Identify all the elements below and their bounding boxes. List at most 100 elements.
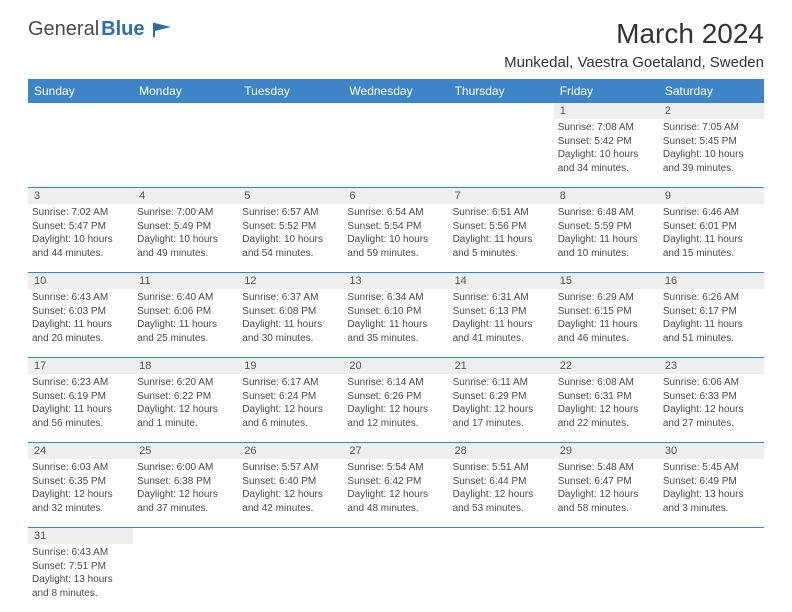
cells-row: Sunrise: 6:43 AMSunset: 7:51 PMDaylight:… [28,544,764,612]
daylight-line: Daylight: 11 hours and 41 minutes. [453,318,550,345]
day-number: 7 [449,188,554,204]
sunrise-line: Sunrise: 6:48 AM [558,206,655,220]
day-header-row: SundayMondayTuesdayWednesdayThursdayFrid… [28,79,764,103]
day-number: 31 [28,528,133,544]
sunrise-line: Sunrise: 5:45 AM [663,461,760,475]
day-number: 19 [238,358,343,374]
sunrise-line: Sunrise: 6:46 AM [663,206,760,220]
sunset-line: Sunset: 6:31 PM [558,390,655,404]
logo: GeneralBlue [28,18,175,41]
sunrise-line: Sunrise: 6:08 AM [558,376,655,390]
daylight-line: Daylight: 11 hours and 30 minutes. [242,318,339,345]
day-header-cell: Friday [554,79,659,103]
day-number: 15 [554,273,659,289]
cells-row: Sunrise: 7:02 AMSunset: 5:47 PMDaylight:… [28,204,764,272]
day-cell: Sunrise: 6:57 AMSunset: 5:52 PMDaylight:… [238,204,343,272]
day-cell [133,544,238,612]
daylight-line: Daylight: 12 hours and 32 minutes. [32,488,129,515]
cells-row: Sunrise: 6:03 AMSunset: 6:35 PMDaylight:… [28,459,764,527]
sunrise-line: Sunrise: 6:06 AM [663,376,760,390]
sunrise-line: Sunrise: 6:43 AM [32,546,129,560]
sunset-line: Sunset: 5:47 PM [32,220,129,234]
daylight-line: Daylight: 11 hours and 46 minutes. [558,318,655,345]
day-cell: Sunrise: 6:31 AMSunset: 6:13 PMDaylight:… [449,289,554,357]
day-number [343,528,448,544]
daylight-line: Daylight: 12 hours and 17 minutes. [453,403,550,430]
daylight-line: Daylight: 12 hours and 6 minutes. [242,403,339,430]
sunset-line: Sunset: 6:08 PM [242,305,339,319]
sunset-line: Sunset: 6:42 PM [347,475,444,489]
sunrise-line: Sunrise: 5:48 AM [558,461,655,475]
sunset-line: Sunset: 5:49 PM [137,220,234,234]
day-number: 10 [28,273,133,289]
day-number [28,103,133,119]
day-number: 27 [343,443,448,459]
day-number: 25 [133,443,238,459]
logo-text-2: Blue [101,18,144,41]
sunrise-line: Sunrise: 5:57 AM [242,461,339,475]
daynum-row: 10111213141516 [28,273,764,289]
day-cell: Sunrise: 5:45 AMSunset: 6:49 PMDaylight:… [659,459,764,527]
sunset-line: Sunset: 7:51 PM [32,560,129,574]
day-cell: Sunrise: 6:06 AMSunset: 6:33 PMDaylight:… [659,374,764,442]
daylight-line: Daylight: 11 hours and 35 minutes. [347,318,444,345]
logo-text-1: General [28,18,99,41]
daylight-line: Daylight: 12 hours and 37 minutes. [137,488,234,515]
day-cell: Sunrise: 6:43 AMSunset: 6:03 PMDaylight:… [28,289,133,357]
sunrise-line: Sunrise: 6:51 AM [453,206,550,220]
day-cell: Sunrise: 7:00 AMSunset: 5:49 PMDaylight:… [133,204,238,272]
sunset-line: Sunset: 6:01 PM [663,220,760,234]
day-cell [659,544,764,612]
daylight-line: Daylight: 11 hours and 10 minutes. [558,233,655,260]
daylight-line: Daylight: 12 hours and 42 minutes. [242,488,339,515]
day-number [343,103,448,119]
sunset-line: Sunset: 5:56 PM [453,220,550,234]
day-number [554,528,659,544]
month-title: March 2024 [504,18,764,50]
calendar: SundayMondayTuesdayWednesdayThursdayFrid… [0,79,792,612]
day-number: 9 [659,188,764,204]
day-cell: Sunrise: 6:46 AMSunset: 6:01 PMDaylight:… [659,204,764,272]
day-cell: Sunrise: 7:08 AMSunset: 5:42 PMDaylight:… [554,119,659,187]
sunrise-line: Sunrise: 6:29 AM [558,291,655,305]
daynum-row: 3456789 [28,188,764,204]
sunset-line: Sunset: 6:19 PM [32,390,129,404]
sunset-line: Sunset: 6:17 PM [663,305,760,319]
week-block: 31Sunrise: 6:43 AMSunset: 7:51 PMDayligh… [28,528,764,612]
day-number: 2 [659,103,764,119]
sunrise-line: Sunrise: 7:08 AM [558,121,655,135]
daylight-line: Daylight: 10 hours and 54 minutes. [242,233,339,260]
sunset-line: Sunset: 6:47 PM [558,475,655,489]
sunrise-line: Sunrise: 6:31 AM [453,291,550,305]
sunrise-line: Sunrise: 7:05 AM [663,121,760,135]
day-cell: Sunrise: 5:48 AMSunset: 6:47 PMDaylight:… [554,459,659,527]
week-block: 3456789Sunrise: 7:02 AMSunset: 5:47 PMDa… [28,188,764,273]
daylight-line: Daylight: 12 hours and 53 minutes. [453,488,550,515]
daylight-line: Daylight: 12 hours and 27 minutes. [663,403,760,430]
location: Munkedal, Vaestra Goetaland, Sweden [504,54,764,71]
sunset-line: Sunset: 5:45 PM [663,135,760,149]
day-cell [133,119,238,187]
daylight-line: Daylight: 11 hours and 5 minutes. [453,233,550,260]
sunrise-line: Sunrise: 5:51 AM [453,461,550,475]
day-cell: Sunrise: 6:14 AMSunset: 6:26 PMDaylight:… [343,374,448,442]
cells-row: Sunrise: 6:43 AMSunset: 6:03 PMDaylight:… [28,289,764,357]
sunrise-line: Sunrise: 6:17 AM [242,376,339,390]
sunset-line: Sunset: 6:13 PM [453,305,550,319]
day-number [449,103,554,119]
day-number: 28 [449,443,554,459]
daylight-line: Daylight: 11 hours and 25 minutes. [137,318,234,345]
day-cell: Sunrise: 5:54 AMSunset: 6:42 PMDaylight:… [343,459,448,527]
daylight-line: Daylight: 10 hours and 34 minutes. [558,148,655,175]
cells-row: Sunrise: 6:23 AMSunset: 6:19 PMDaylight:… [28,374,764,442]
sunrise-line: Sunrise: 6:03 AM [32,461,129,475]
sunrise-line: Sunrise: 6:20 AM [137,376,234,390]
day-number [238,528,343,544]
sunrise-line: Sunrise: 6:37 AM [242,291,339,305]
day-cell: Sunrise: 6:11 AMSunset: 6:29 PMDaylight:… [449,374,554,442]
day-number: 22 [554,358,659,374]
day-cell [554,544,659,612]
day-number: 11 [133,273,238,289]
day-cell: Sunrise: 5:51 AMSunset: 6:44 PMDaylight:… [449,459,554,527]
day-number: 20 [343,358,448,374]
